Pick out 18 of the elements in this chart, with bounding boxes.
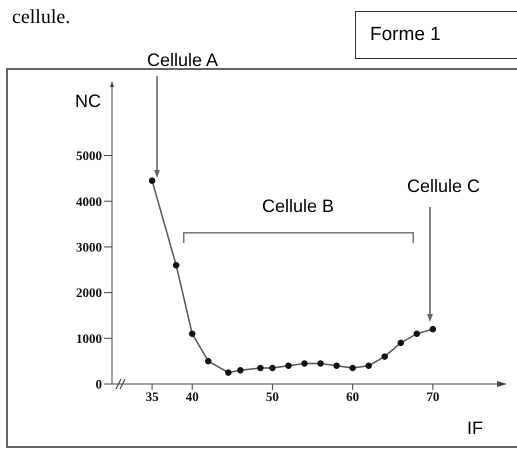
annotation: Cellule C [406,176,480,196]
y-tick-label: 1000 [76,330,102,346]
text: Forme 1 [355,11,517,59]
y-tick-label: 5000 [76,148,102,164]
y-tick-label: 0 [96,376,102,392]
y-axis-title: NC [75,91,101,111]
x-tick-label: 70 [426,389,440,404]
y-tick-label: 4000 [76,194,102,209]
annotation: Cellule B [262,196,334,216]
y-tick-label: 3000 [76,240,102,255]
x-tick-label: 35 [146,389,160,404]
text: cellule. [12,6,70,29]
x-tick-label: 40 [186,389,199,404]
x-tick-label: 60 [346,389,360,404]
x-axis-title: IF [467,418,483,438]
y-tick-label: 2000 [76,285,102,300]
x-tick-label: 50 [266,389,279,404]
text: Cellule A [147,50,218,70]
